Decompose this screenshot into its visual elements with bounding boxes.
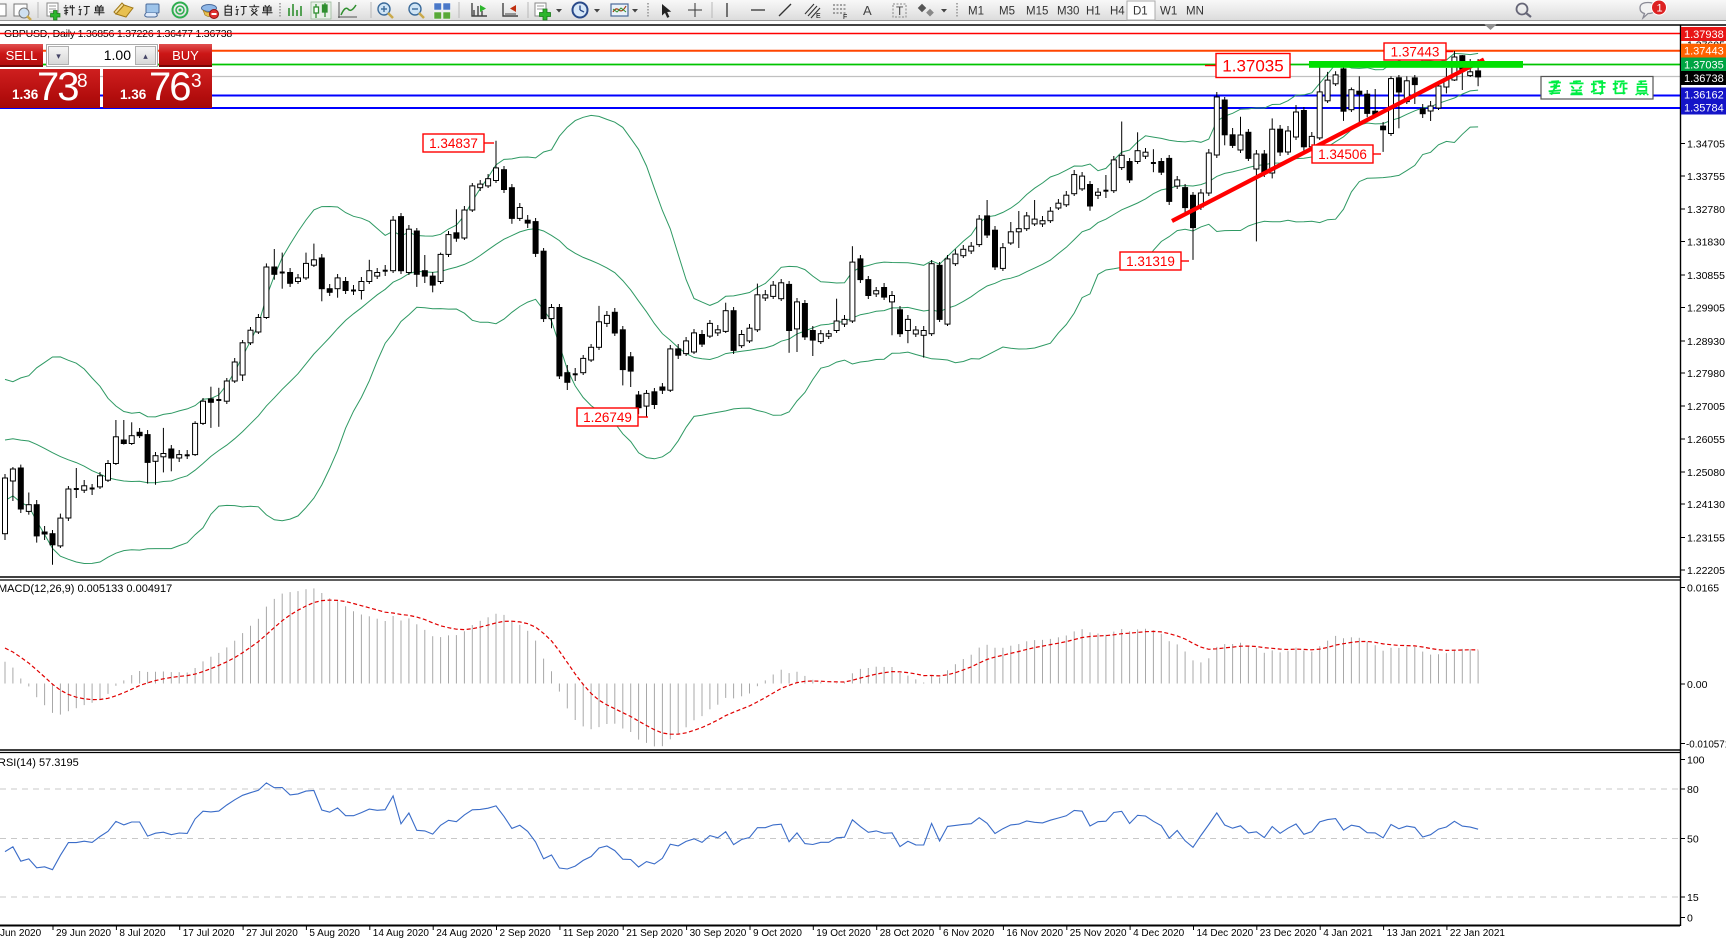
svg-text:1.37443: 1.37443 [1684,46,1724,58]
svg-text:1.29905: 1.29905 [1687,303,1725,315]
svg-text:M15: M15 [1026,6,1048,18]
svg-text:MACD(12,26,9) 0.005133 0.00491: MACD(12,26,9) 0.005133 0.004917 [0,583,172,595]
svg-text:1.35784: 1.35784 [1684,103,1724,115]
svg-text:1.34837: 1.34837 [429,136,478,151]
svg-text:100: 100 [1687,755,1705,767]
svg-text:2 Sep 2020: 2 Sep 2020 [500,928,552,939]
svg-text:1.25080: 1.25080 [1687,467,1725,479]
svg-text:30 Sep 2020: 30 Sep 2020 [690,928,747,939]
svg-text:RSI(14) 57.3195: RSI(14) 57.3195 [0,757,79,769]
svg-text:E: E [816,13,821,20]
svg-text:1.31830: 1.31830 [1687,237,1725,249]
svg-text:T: T [896,4,904,18]
svg-text:0.00: 0.00 [1687,679,1708,691]
svg-text:M30: M30 [1057,6,1079,18]
svg-text:16 Nov 2020: 16 Nov 2020 [1006,928,1063,939]
svg-text:F: F [843,14,847,21]
svg-text:27 Jul 2020: 27 Jul 2020 [246,928,298,939]
svg-text:1.22205: 1.22205 [1687,565,1725,577]
svg-text:17 Jul 2020: 17 Jul 2020 [183,928,235,939]
svg-text:1.27005: 1.27005 [1687,401,1725,413]
svg-text:4 Dec 2020: 4 Dec 2020 [1133,928,1185,939]
svg-text:11 Sep 2020: 11 Sep 2020 [563,928,619,939]
svg-text:50: 50 [1687,834,1699,846]
svg-text:80: 80 [1687,784,1699,796]
svg-text:13 Jan 2021: 13 Jan 2021 [1387,928,1442,939]
svg-text:22 Jan 2021: 22 Jan 2021 [1450,928,1505,939]
svg-text:1.34506: 1.34506 [1318,147,1367,162]
svg-text:24 Aug 2020: 24 Aug 2020 [436,928,493,939]
svg-text:1.37035: 1.37035 [1222,57,1283,76]
svg-text:6 Nov 2020: 6 Nov 2020 [943,928,995,939]
svg-text:M5: M5 [999,6,1015,18]
svg-text:9 Oct 2020: 9 Oct 2020 [753,928,802,939]
svg-text:1.33755: 1.33755 [1687,171,1725,183]
svg-text:1.37035: 1.37035 [1684,60,1724,72]
svg-text:1.34705: 1.34705 [1687,139,1725,151]
svg-text:25 Nov 2020: 25 Nov 2020 [1070,928,1127,939]
svg-text:Jun 2020: Jun 2020 [0,928,42,939]
svg-text:1.36738: 1.36738 [1684,73,1724,85]
svg-text:1.23155: 1.23155 [1687,533,1725,545]
svg-text:14 Dec 2020: 14 Dec 2020 [1197,928,1254,939]
svg-text:1.32780: 1.32780 [1687,204,1725,216]
svg-text:MN: MN [1186,6,1204,18]
svg-text:0.0165: 0.0165 [1687,583,1719,595]
svg-text:1.37938: 1.37938 [1684,29,1724,41]
svg-text:D1: D1 [1133,6,1148,18]
svg-text:1: 1 [1657,3,1663,15]
svg-text:1.36162: 1.36162 [1684,90,1724,102]
svg-text:15: 15 [1687,892,1699,904]
svg-text:H4: H4 [1110,6,1125,18]
svg-text:28 Oct 2020: 28 Oct 2020 [880,928,935,939]
svg-text:8 Jul 2020: 8 Jul 2020 [119,928,166,939]
svg-text:1.27980: 1.27980 [1687,368,1725,380]
svg-text:A: A [863,3,872,18]
svg-text:1.24130: 1.24130 [1687,499,1725,511]
svg-text:H1: H1 [1086,6,1101,18]
svg-text:1.26055: 1.26055 [1687,434,1725,446]
svg-text:1.31319: 1.31319 [1126,254,1175,269]
svg-text:21 Sep 2020: 21 Sep 2020 [626,928,683,939]
svg-text:1.26749: 1.26749 [583,410,632,425]
svg-text:0: 0 [1687,913,1693,925]
svg-text:29 Jun 2020: 29 Jun 2020 [56,928,111,939]
svg-text:W1: W1 [1160,6,1177,18]
svg-text:1.30855: 1.30855 [1687,270,1725,282]
svg-text:4 Jan 2021: 4 Jan 2021 [1323,928,1373,939]
svg-text:1.28930: 1.28930 [1687,336,1725,348]
svg-text:19 Oct 2020: 19 Oct 2020 [816,928,871,939]
svg-text:1.37443: 1.37443 [1391,44,1440,59]
svg-text:5 Aug 2020: 5 Aug 2020 [309,928,360,939]
svg-text:-0.010571: -0.010571 [1686,740,1726,751]
svg-text:M1: M1 [968,6,984,18]
svg-text:14 Aug 2020: 14 Aug 2020 [373,928,430,939]
svg-text:23 Dec 2020: 23 Dec 2020 [1260,928,1317,939]
